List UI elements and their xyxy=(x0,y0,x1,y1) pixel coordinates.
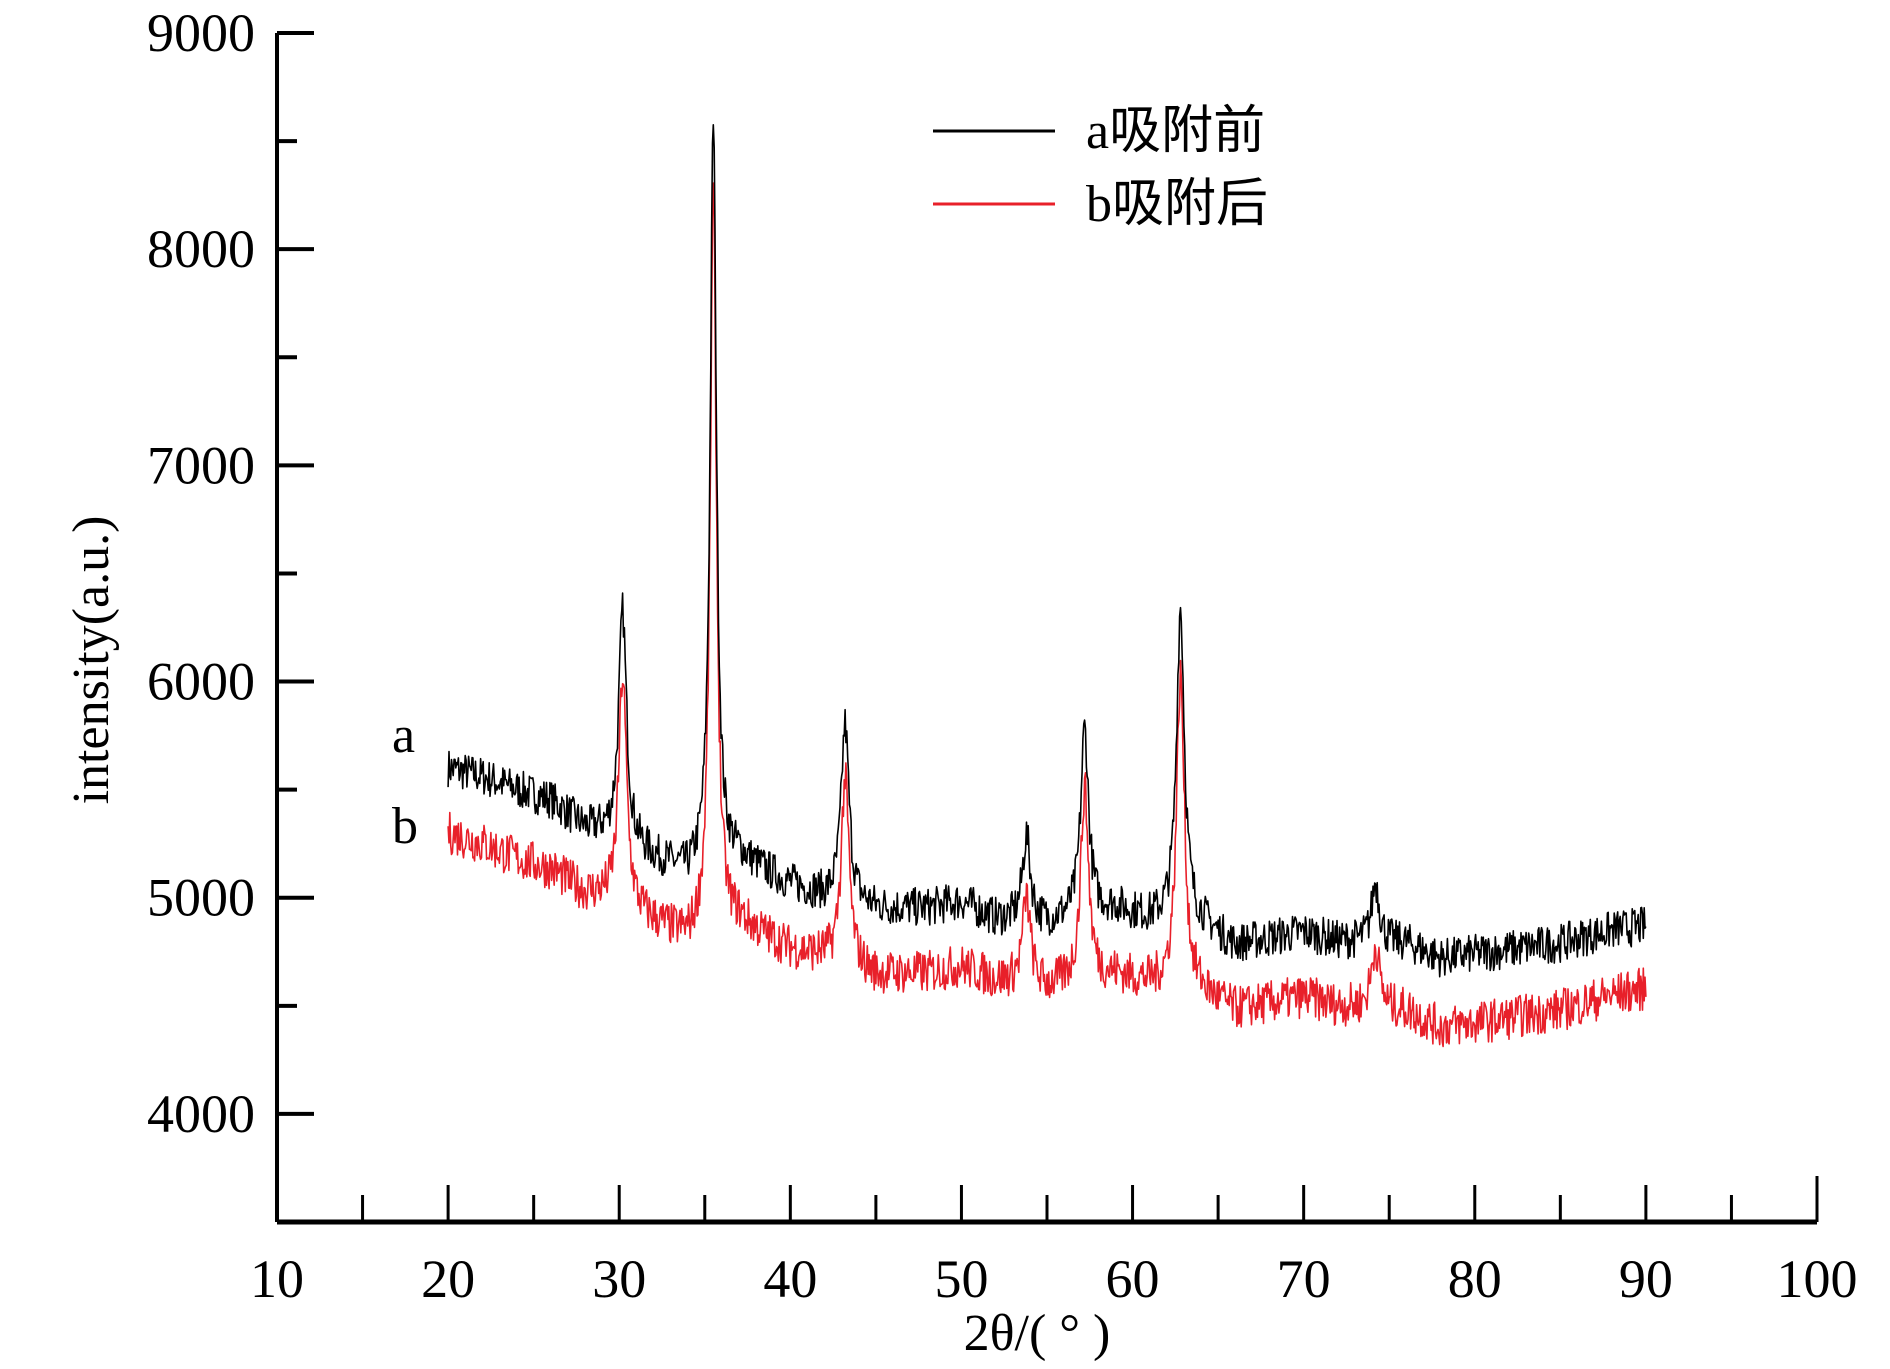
series-line-b xyxy=(447,182,1647,1048)
y-tick-label: 7000 xyxy=(147,435,255,495)
x-axis-label: 2θ/( ° ) xyxy=(964,1305,1111,1362)
x-tick-label: 70 xyxy=(1277,1249,1331,1309)
y-tick-label: 8000 xyxy=(147,219,255,279)
axes: 4000 5000 6000 7000 8000 9000 10 20 30 40 50 60 70 80… xyxy=(147,3,1858,1309)
x-tick-label: 100 xyxy=(1777,1249,1858,1309)
y-tick-label: 9000 xyxy=(147,3,255,63)
x-tick-label: 30 xyxy=(592,1249,646,1309)
x-tick-label: 50 xyxy=(934,1249,988,1309)
legend: a吸附前 b吸附后 xyxy=(933,103,1268,233)
curve-label-a: a xyxy=(392,707,415,764)
legend-label-a: a吸附前 xyxy=(1086,103,1265,160)
x-tick-label: 80 xyxy=(1448,1249,1502,1309)
x-tick-label: 90 xyxy=(1619,1249,1673,1309)
y-tick-label: 5000 xyxy=(147,868,255,928)
y-tick-label: 4000 xyxy=(147,1084,255,1144)
y-axis-label: intensity(a.u.) xyxy=(63,516,120,805)
legend-label-b: b吸附后 xyxy=(1086,176,1268,233)
x-tick-label: 60 xyxy=(1106,1249,1160,1309)
curve-label-b: b xyxy=(392,798,418,855)
x-tick-label: 40 xyxy=(763,1249,817,1309)
x-tick-label: 20 xyxy=(421,1249,475,1309)
y-tick-label: 6000 xyxy=(147,652,255,712)
series-line-a xyxy=(447,124,1647,978)
series-lines xyxy=(447,124,1647,1048)
x-tick-label: 10 xyxy=(250,1249,304,1309)
